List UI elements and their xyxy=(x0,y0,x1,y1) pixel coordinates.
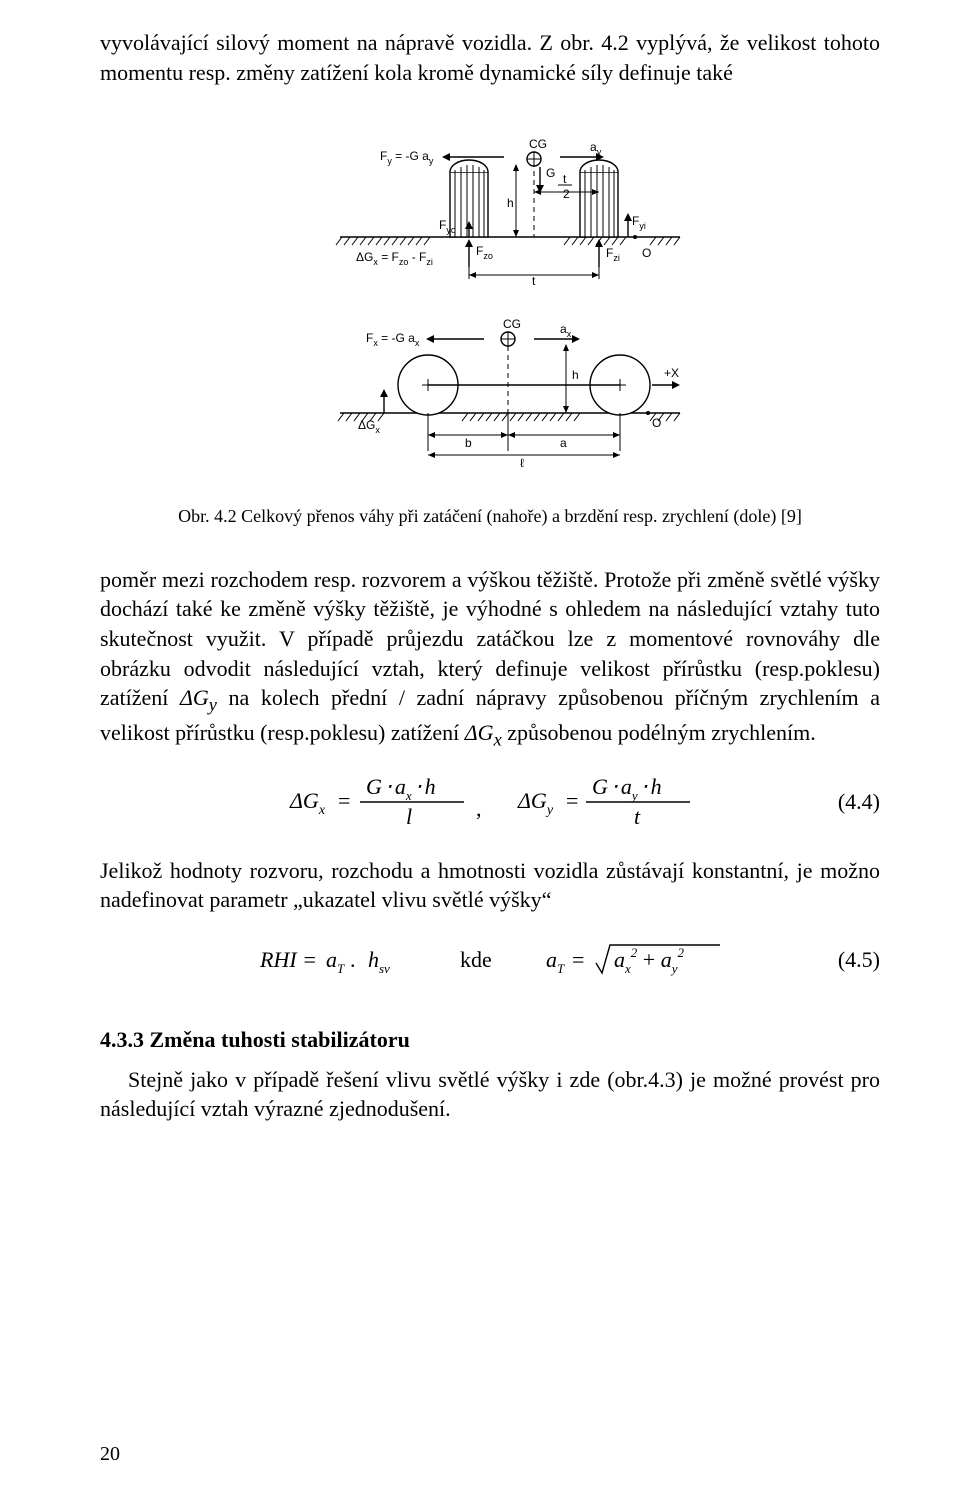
page: vyvolávající silový moment na nápravě vo… xyxy=(0,0,960,1492)
h-label2: h xyxy=(572,368,579,382)
svg-text:ΔGy: ΔGy xyxy=(517,788,554,818)
page-number: 20 xyxy=(100,1441,120,1468)
svg-text:,: , xyxy=(476,796,482,821)
DGy-symbol: ΔGy xyxy=(180,685,217,710)
section-heading-4-3-3: 4.3.3 Změna tuhosti stabilizátoru xyxy=(100,1025,880,1055)
DGx-symbol: ΔGx xyxy=(465,720,502,745)
l-label: ℓ xyxy=(520,456,524,470)
b-label: b xyxy=(465,436,472,450)
svg-text:G⋅ay⋅h: G⋅ay⋅h xyxy=(592,774,662,803)
cg-label2: CG xyxy=(503,317,521,331)
G-label: G xyxy=(546,166,555,180)
figure-4-2: CG G Fy = -G ay ay h t xyxy=(100,117,880,478)
figure-bottom: CG Fx = -G ax ax h +X xyxy=(260,303,720,478)
paragraph-1: vyvolávající silový moment na nápravě vo… xyxy=(100,28,880,87)
wheel-right xyxy=(580,160,618,237)
Fzo-label: Fzo xyxy=(476,244,493,261)
eq45-number: (4.5) xyxy=(838,945,880,975)
O-label: O xyxy=(642,246,651,260)
ax-label: ax xyxy=(560,322,572,339)
svg-text:t: t xyxy=(634,804,641,829)
t2-2: 2 xyxy=(563,187,570,201)
ay-label: ay xyxy=(590,140,602,157)
para2-c: způsobenou podélným zrychlením. xyxy=(502,720,816,745)
t2-t: t xyxy=(563,172,567,186)
O-label2: O xyxy=(652,416,661,430)
paragraph-2: poměr mezi rozchodem resp. rozvorem a vý… xyxy=(100,565,880,752)
paragraph-4: Stejně jako v případě řešení vlivu světl… xyxy=(100,1065,880,1124)
paragraph-3: Jelikož hodnoty rozvoru, rozchodu a hmot… xyxy=(100,856,880,915)
svg-text:hsv: hsv xyxy=(368,947,390,976)
eq44-number: (4.4) xyxy=(838,787,880,817)
figure-caption: Obr. 4.2 Celkový přenos váhy při zatáčen… xyxy=(100,504,880,528)
h-label: h xyxy=(507,196,514,210)
Fx-label: Fx = -G ax xyxy=(366,331,420,348)
svg-text:aT: aT xyxy=(546,947,565,976)
t-label: t xyxy=(532,274,536,287)
Fy-label: Fy = -G ay xyxy=(380,149,434,166)
svg-text:=: = xyxy=(566,788,578,813)
svg-text:ΔGx: ΔGx xyxy=(289,788,326,818)
equation-4-5: RHI = aT . hsv kde aT = ax2 + ay2 (4.5) xyxy=(100,933,880,987)
svg-text:.: . xyxy=(350,947,356,972)
svg-text:kde: kde xyxy=(460,947,492,972)
a-label: a xyxy=(560,436,567,450)
para1-text: vyvolávající silový moment na nápravě vo… xyxy=(100,28,880,87)
equation-4-4: ΔGx = G⋅ax⋅h l , ΔGy = G⋅ay⋅h t (4.4) xyxy=(100,770,880,834)
svg-text:aT: aT xyxy=(326,947,345,976)
svg-text:RHI =: RHI = xyxy=(259,947,317,972)
plusX-label: +X xyxy=(664,366,679,380)
para4-text: Stejně jako v případě řešení vlivu světl… xyxy=(100,1065,880,1124)
svg-text:G⋅ax⋅h: G⋅ax⋅h xyxy=(366,774,436,803)
svg-text:l: l xyxy=(406,804,412,829)
svg-text:=: = xyxy=(572,947,584,972)
figure-top: CG G Fy = -G ay ay h t xyxy=(260,117,720,287)
para3-text: Jelikož hodnoty rozvoru, rozchodu a hmot… xyxy=(100,856,880,915)
cg-label: CG xyxy=(529,137,547,151)
dGx-eq-label: ΔGx = Fzo - Fzi xyxy=(356,250,433,267)
dGx-label: ΔGx xyxy=(358,418,380,435)
svg-text:=: = xyxy=(338,788,350,813)
svg-text:ax2 + ay2: ax2 + ay2 xyxy=(614,945,684,976)
Fzi-label: Fzi xyxy=(606,246,620,263)
Fyi-label: Fyi xyxy=(632,214,646,231)
